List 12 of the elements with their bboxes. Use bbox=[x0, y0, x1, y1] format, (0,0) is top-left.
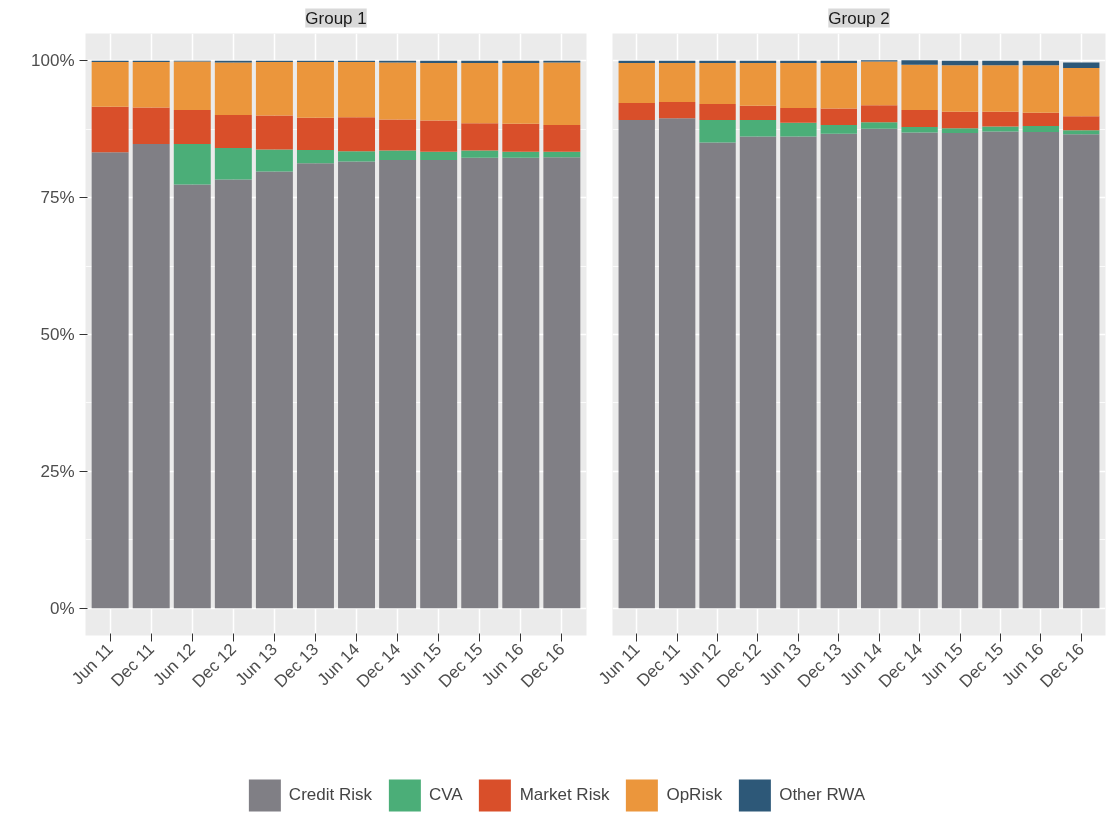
y-tick-label: 100% bbox=[31, 51, 75, 71]
legend-label: Credit Risk bbox=[288, 785, 372, 805]
y-tick-label: 0% bbox=[49, 598, 75, 618]
chart-title: Group 2 bbox=[828, 8, 890, 28]
y-tick-label: 50% bbox=[40, 325, 75, 344]
chart-title: Group 1 bbox=[305, 8, 367, 28]
legend-label: OpRisk bbox=[666, 785, 723, 805]
legend-label: CVA bbox=[428, 785, 463, 805]
y-tick-label: 75% bbox=[40, 188, 75, 208]
y-tick-label: 25% bbox=[40, 461, 75, 481]
legend-label: Market Risk bbox=[519, 785, 610, 805]
legend-label: Other RWA bbox=[779, 785, 866, 805]
